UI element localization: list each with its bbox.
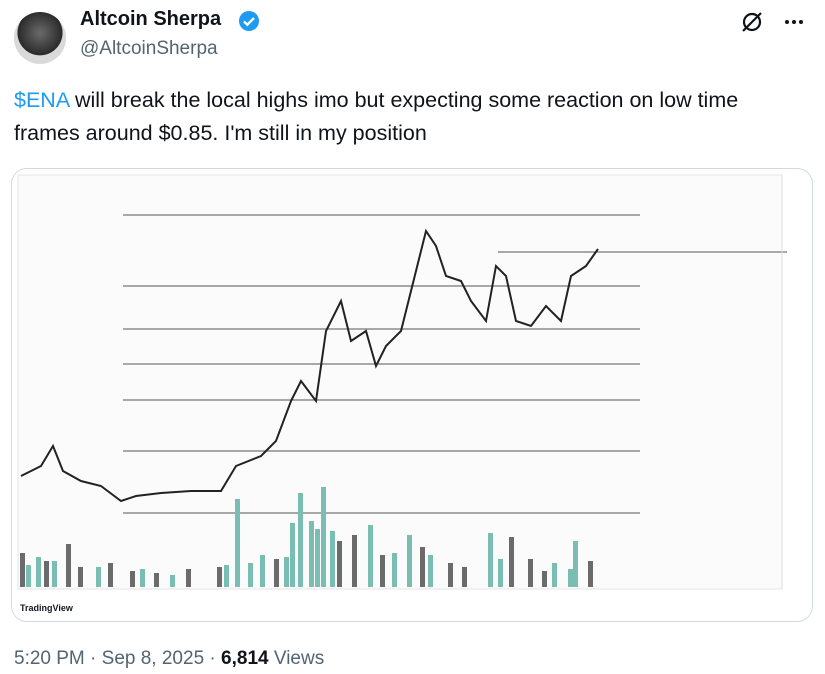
cashtag[interactable]: $ENA bbox=[14, 88, 69, 112]
price-sketch bbox=[20, 228, 599, 503]
time[interactable]: 5:20 PM bbox=[14, 648, 85, 669]
chart-image[interactable]: TradingView bbox=[11, 168, 813, 622]
separator: · bbox=[209, 648, 216, 669]
more-icon[interactable] bbox=[781, 9, 807, 35]
author-name[interactable]: Altcoin Sherpa bbox=[80, 8, 222, 30]
volume-bars bbox=[20, 487, 593, 587]
separator: · bbox=[90, 648, 97, 669]
avatar[interactable] bbox=[14, 12, 66, 64]
tweet-actions bbox=[739, 8, 807, 35]
fib-levels bbox=[123, 214, 787, 514]
author-handle[interactable]: @AltcoinSherpa bbox=[80, 38, 218, 59]
tweet-body: will break the local highs imo but expec… bbox=[14, 88, 739, 145]
grok-icon[interactable] bbox=[739, 9, 765, 35]
view-count: 6,814 bbox=[221, 648, 269, 669]
tweet-meta: 5:20 PM · Sep 8, 2025 · 6,814 Views bbox=[14, 648, 324, 670]
chart-drawing: TradingView bbox=[12, 169, 812, 621]
views-label: Views bbox=[273, 648, 325, 669]
verified-badge bbox=[239, 11, 259, 31]
tweet-text: $ENA will break the local highs imo but … bbox=[14, 84, 804, 150]
watermark: TradingView bbox=[20, 603, 74, 613]
date[interactable]: Sep 8, 2025 bbox=[101, 648, 205, 669]
